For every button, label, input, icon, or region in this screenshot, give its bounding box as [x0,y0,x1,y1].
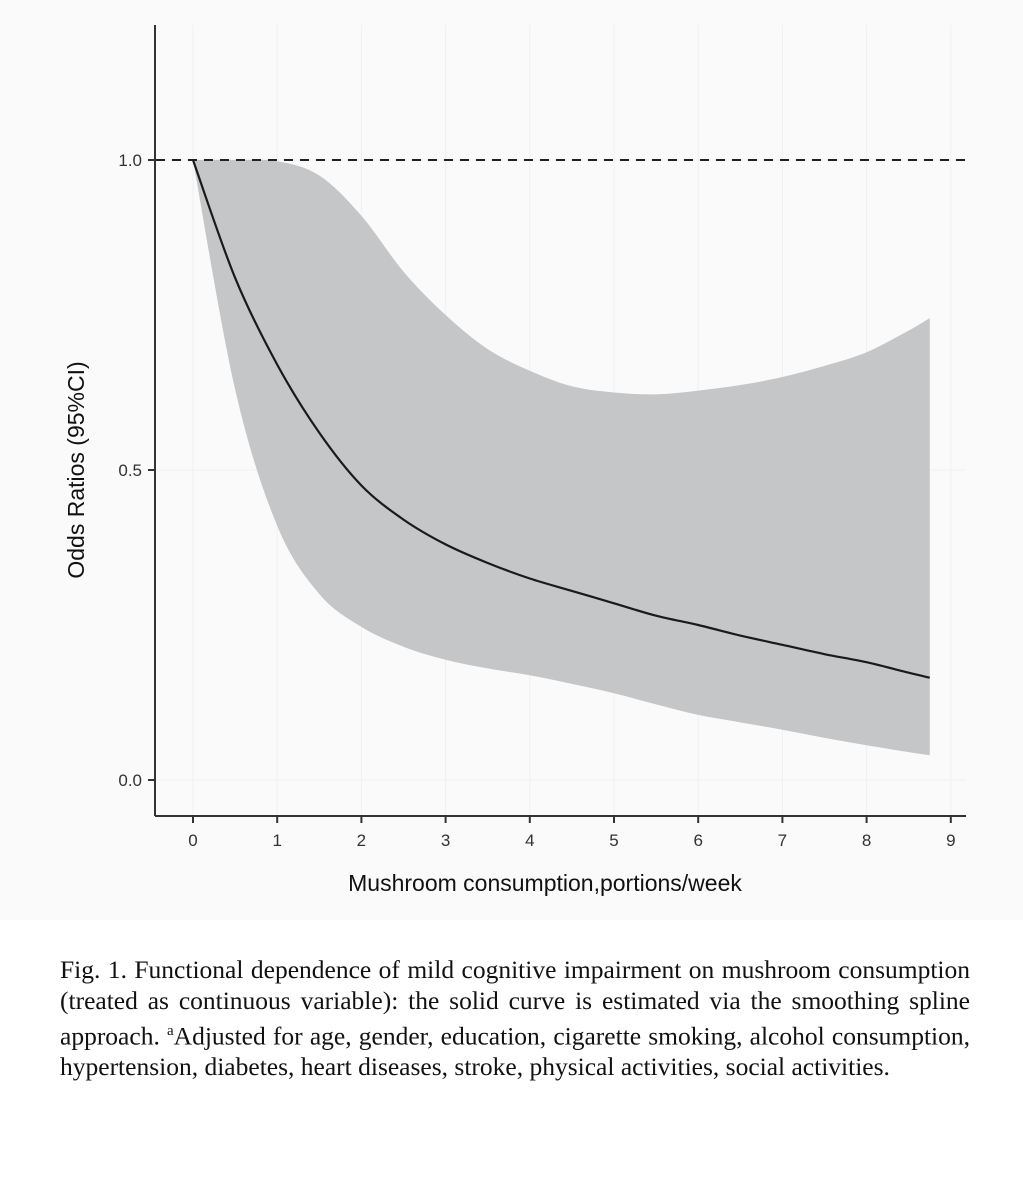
x-tick-label: 0 [188,831,197,850]
x-tick-label: 1 [272,831,281,850]
x-tick-label: 9 [946,831,955,850]
x-tick-label: 2 [357,831,366,850]
plot-area: 0 1 2 3 4 5 6 7 8 9 0.0 0.5 1.0 Mushroom consumptio… [63,25,966,896]
chart-svg: 0 1 2 3 4 5 6 7 8 9 0.0 0.5 1.0 Mushroom consumptio… [63,25,966,896]
y-tick-label: 1.0 [118,151,142,170]
y-tick-label: 0.5 [118,461,142,480]
y-axis-label: Odds Ratios (95%CI) [63,361,89,578]
x-ticks: 0 1 2 3 4 5 6 7 8 9 [188,816,956,850]
x-tick-label: 7 [778,831,787,850]
figure-caption: Fig. 1. Functional dependence of mild co… [60,955,970,1083]
odds-ratio-curve [191,159,931,679]
x-axis-label: Mushroom consumption,portions/week [348,870,742,896]
y-ticks: 0.0 0.5 1.0 [118,151,155,790]
x-tick-label: 5 [609,831,618,850]
caption-footnote-marker: a [167,1023,174,1039]
caption-lead: Fig. 1. Functional dependence of mild co… [60,955,970,1051]
caption-tail: Adjusted for age, gender, education, cig… [60,1021,970,1082]
x-tick-label: 4 [525,831,534,850]
x-tick-label: 3 [441,831,450,850]
x-tick-label: 8 [862,831,871,850]
confidence-band [193,159,930,756]
x-tick-label: 6 [693,831,702,850]
y-tick-label: 0.0 [118,771,142,790]
